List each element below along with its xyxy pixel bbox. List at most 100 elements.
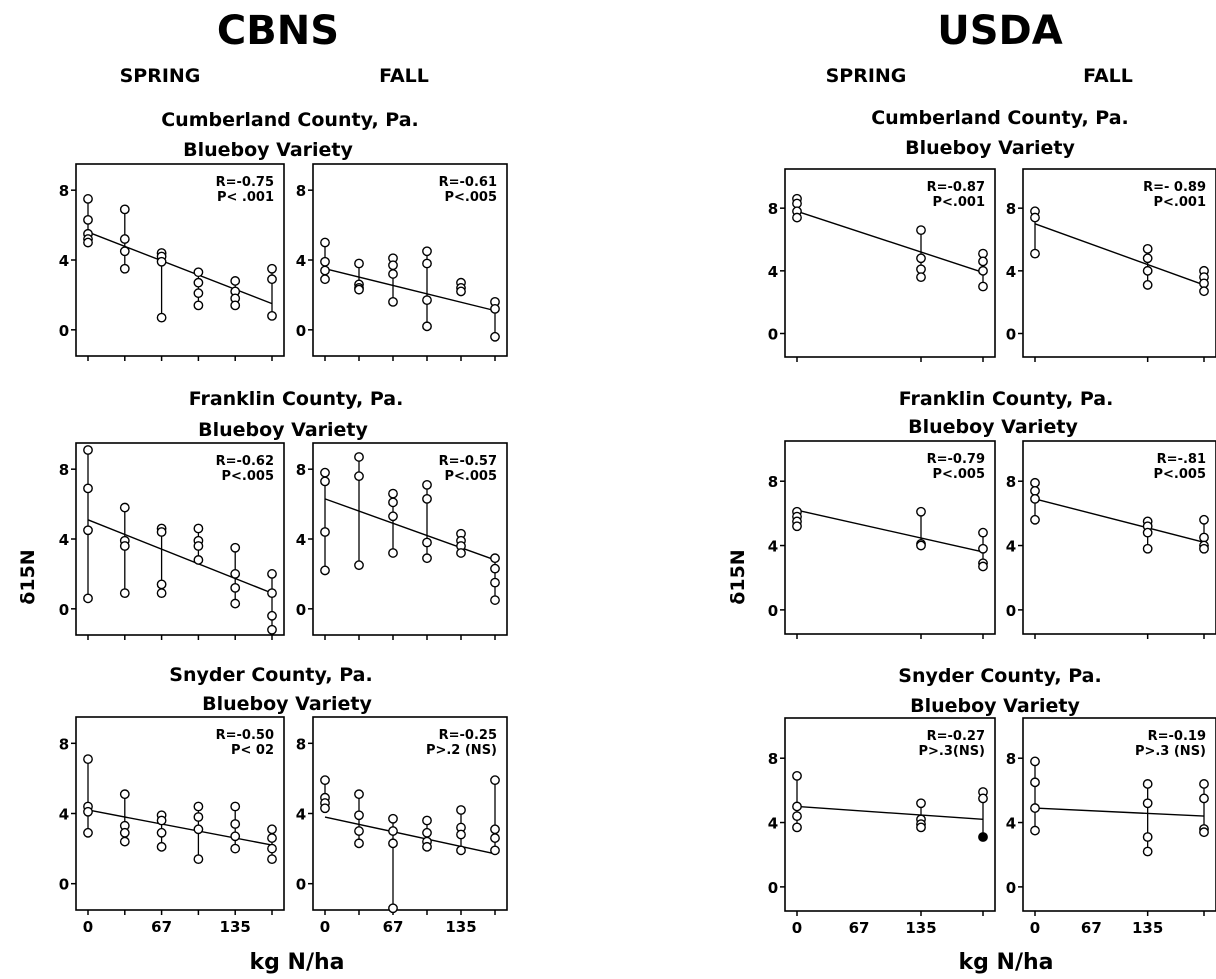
p-value-label: P<.001 [1154,195,1207,210]
data-point [156,527,167,537]
data-point [320,803,330,814]
x-tick-label: 135 [1132,919,1163,937]
y-tick-label: 4 [768,263,778,281]
data-point [792,811,802,822]
data-point [156,579,167,590]
data-point [1199,514,1209,525]
data-point [1142,243,1153,254]
data-point [456,805,466,815]
y-tick-label: 0 [768,879,778,897]
data-point [388,813,398,824]
p-value-label: P<.005 [445,190,498,205]
data-point [119,234,130,244]
data-point [320,565,330,576]
y-tick-label: 0 [59,601,69,619]
data-point [83,806,93,817]
data-point [456,548,466,558]
data-point [388,260,398,271]
data-point [230,831,241,842]
y-tick-label: 0 [1006,602,1016,620]
data-point [388,269,398,279]
data-point [119,827,130,838]
data-point [978,832,988,842]
chart-3: 0 4 8 R=-0.62P<.005 [59,442,285,640]
plot-frame [1022,717,1216,912]
y-tick-label: 8 [1006,750,1016,768]
y-tick-label: 8 [59,735,69,753]
data-point [83,194,93,204]
data-point [354,789,364,800]
x-tick-label: 0 [792,919,802,937]
regression-line [796,210,984,274]
x-axis-label-cbns: kg N/ha [250,950,345,975]
data-point [83,593,93,604]
season-label-usda-fall: FALL [1083,65,1133,87]
data-point [267,843,277,854]
data-point [320,775,330,786]
r-value-label: R=-0.57 [439,454,497,469]
data-point [422,246,432,257]
data-point [490,331,500,342]
y-tick-label: 8 [1006,473,1016,491]
data-point [354,284,364,295]
data-point [422,841,432,852]
group-county-usda-snyder: Snyder County, Pa. [898,665,1101,687]
data-point [490,553,500,564]
data-point [156,588,167,599]
data-point [156,815,167,826]
data-point [916,822,926,833]
data-point [354,826,364,836]
data-point [978,265,988,276]
data-point [1030,777,1040,788]
data-point [916,506,926,517]
data-point [193,541,204,551]
data-point [1030,514,1040,525]
y-tick-label: 4 [768,815,778,833]
data-point [193,555,204,565]
data-point [193,812,204,822]
data-point [1142,265,1153,276]
group-county-usda-cumberland: Cumberland County, Pa. [871,107,1129,129]
group-variety-cbns-snyder: Blueboy Variety [202,693,372,715]
data-point [792,771,802,781]
data-point [267,274,277,285]
chart-7: 0 4 8 R=-0.87P<.001 [768,168,996,362]
data-point [1030,477,1040,488]
data-point [119,246,130,257]
x-tick-label: 135 [905,919,936,937]
regression-line [796,805,984,821]
data-point [156,827,167,838]
data-point [267,854,277,865]
y-tick-label: 4 [1006,263,1016,281]
season-label-cbns-fall: FALL [379,65,429,87]
y-tick-label: 8 [59,182,69,200]
x-tick-label: 0 [320,918,330,936]
y-tick-label: 4 [1006,815,1016,833]
group-variety-cbns-cumberland: Blueboy Variety [183,139,353,161]
data-point [230,801,241,812]
data-point [354,810,364,821]
x-tick-label: 67 [1081,919,1102,937]
chart-2: 0 4 8 R=-0.61P<.005 [296,163,508,361]
y-tick-label: 0 [768,602,778,620]
data-point [388,838,398,849]
r-value-label: R=-0.87 [927,180,985,195]
data-point [422,815,432,826]
p-value-label: P<.005 [933,467,986,482]
data-point [193,288,204,299]
chart-12: 0 4 8 0 67 135 R=-0.19P>.3 (NS) [1006,717,1216,937]
group-county-usda-franklin: Franklin County, Pa. [899,388,1114,410]
data-point [1142,280,1153,290]
y-tick-label: 8 [59,461,69,479]
data-point [193,300,204,311]
data-point [354,258,364,269]
chart-1: 0 4 8 R=-0.75P< .001 [59,163,285,361]
y-tick-label: 8 [1006,200,1016,218]
data-point [490,563,500,574]
data-point [267,833,277,843]
data-point [490,775,500,786]
data-point [193,523,204,534]
y-tick-label: 4 [768,538,778,556]
data-point [267,610,277,621]
data-point [119,588,130,599]
